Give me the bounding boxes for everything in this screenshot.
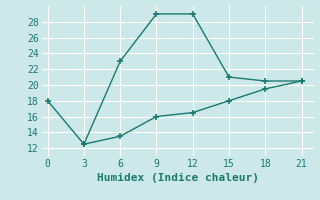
X-axis label: Humidex (Indice chaleur): Humidex (Indice chaleur) [97,173,259,183]
